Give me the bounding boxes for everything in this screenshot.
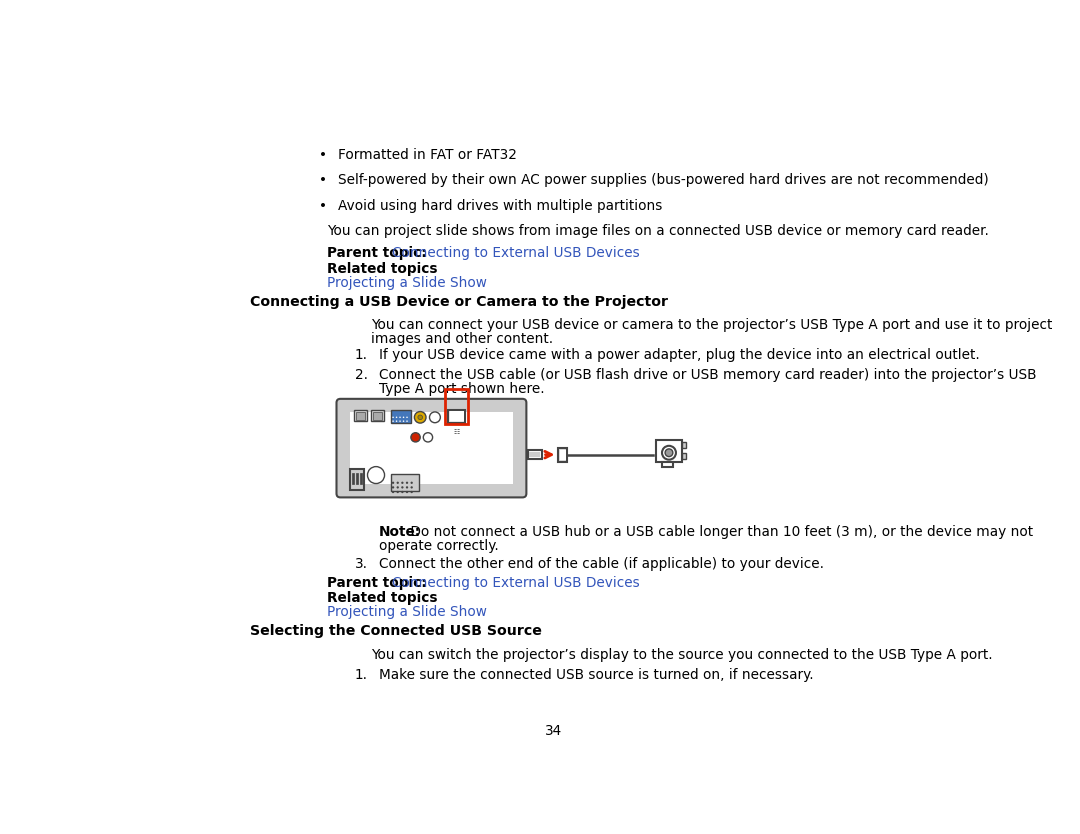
- Text: images and other content.: images and other content.: [372, 332, 554, 346]
- Bar: [372, 410, 383, 421]
- Bar: [662, 462, 673, 467]
- Text: Formatted in FAT or FAT32: Formatted in FAT or FAT32: [338, 148, 517, 162]
- Text: 1.: 1.: [354, 348, 367, 362]
- Text: 1.: 1.: [354, 667, 367, 681]
- Text: You can project slide shows from image files on a connected USB device or memory: You can project slide shows from image f…: [327, 224, 989, 238]
- Text: Parent topic:: Parent topic:: [327, 245, 427, 259]
- Bar: [528, 450, 542, 459]
- Circle shape: [418, 415, 422, 420]
- Text: Projecting a Slide Show: Projecting a Slide Show: [327, 605, 487, 619]
- Text: ☷: ☷: [454, 429, 460, 435]
- Circle shape: [401, 486, 404, 489]
- Text: 34: 34: [545, 724, 562, 738]
- Bar: [445, 389, 469, 425]
- Bar: [529, 452, 540, 457]
- Bar: [352, 473, 354, 484]
- Bar: [354, 410, 367, 421]
- Bar: [360, 473, 362, 484]
- Bar: [391, 409, 410, 423]
- Text: 2.: 2.: [354, 368, 367, 382]
- Text: Self-powered by their own AC power supplies (bus-powered hard drives are not rec: Self-powered by their own AC power suppl…: [338, 173, 989, 187]
- Bar: [683, 453, 686, 459]
- Circle shape: [406, 486, 408, 489]
- Text: Connecting to External USB Devices: Connecting to External USB Devices: [392, 576, 639, 590]
- Circle shape: [396, 486, 399, 489]
- Bar: [558, 448, 567, 462]
- Bar: [350, 469, 364, 490]
- Text: Parent topic:: Parent topic:: [327, 576, 427, 590]
- Circle shape: [415, 411, 426, 423]
- Circle shape: [400, 420, 401, 422]
- Circle shape: [403, 420, 404, 422]
- Text: Note:: Note:: [379, 525, 421, 539]
- Circle shape: [406, 481, 408, 484]
- Text: Avoid using hard drives with multiple partitions: Avoid using hard drives with multiple pa…: [338, 198, 662, 213]
- Text: 3.: 3.: [354, 557, 367, 571]
- Text: •: •: [320, 173, 327, 187]
- Text: Related topics: Related topics: [327, 591, 437, 605]
- Circle shape: [410, 481, 413, 484]
- Text: If your USB device came with a power adapter, plug the device into an electrical: If your USB device came with a power ada…: [379, 348, 980, 362]
- Circle shape: [406, 416, 408, 418]
- Text: Make sure the connected USB source is turned on, if necessary.: Make sure the connected USB source is tu…: [379, 667, 813, 681]
- Bar: [683, 442, 686, 448]
- Circle shape: [401, 481, 404, 484]
- Circle shape: [410, 491, 413, 493]
- Bar: [391, 475, 419, 491]
- Circle shape: [423, 433, 433, 442]
- Text: Connect the other end of the cable (if applicable) to your device.: Connect the other end of the cable (if a…: [379, 557, 824, 571]
- Circle shape: [396, 481, 399, 484]
- Bar: [373, 412, 382, 420]
- Text: Connecting a USB Device or Camera to the Projector: Connecting a USB Device or Camera to the…: [249, 295, 667, 309]
- Circle shape: [395, 420, 397, 422]
- Text: Connecting to External USB Devices: Connecting to External USB Devices: [392, 245, 639, 259]
- Text: Projecting a Slide Show: Projecting a Slide Show: [327, 276, 487, 289]
- Circle shape: [400, 416, 401, 418]
- Circle shape: [406, 491, 408, 493]
- Circle shape: [367, 466, 384, 484]
- Circle shape: [410, 486, 413, 489]
- Circle shape: [430, 412, 441, 423]
- Text: Connect the USB cable (or USB flash drive or USB memory card reader) into the pr: Connect the USB cable (or USB flash driv…: [379, 368, 1037, 382]
- Bar: [559, 450, 566, 460]
- Circle shape: [392, 486, 394, 489]
- Circle shape: [392, 416, 394, 418]
- FancyBboxPatch shape: [337, 399, 526, 497]
- Text: operate correctly.: operate correctly.: [379, 539, 499, 553]
- Circle shape: [392, 491, 394, 493]
- Bar: [356, 473, 357, 484]
- Circle shape: [410, 433, 420, 442]
- Circle shape: [662, 446, 676, 460]
- Circle shape: [392, 420, 394, 422]
- Text: Selecting the Connected USB Source: Selecting the Connected USB Source: [249, 625, 541, 639]
- Text: •: •: [320, 198, 327, 213]
- Text: Related topics: Related topics: [327, 262, 437, 276]
- Circle shape: [403, 416, 404, 418]
- Text: You can switch the projector’s display to the source you connected to the USB Ty: You can switch the projector’s display t…: [372, 647, 993, 661]
- Bar: [448, 409, 465, 423]
- Bar: [656, 440, 683, 462]
- Bar: [449, 411, 463, 421]
- Text: Do not connect a USB hub or a USB cable longer than 10 feet (3 m), or the device: Do not connect a USB hub or a USB cable …: [406, 525, 1034, 539]
- Text: •: •: [320, 148, 327, 162]
- Bar: [350, 412, 513, 485]
- Text: You can connect your USB device or camera to the projector’s USB Type A port and: You can connect your USB device or camer…: [372, 318, 1053, 332]
- Circle shape: [396, 491, 399, 493]
- Circle shape: [395, 416, 397, 418]
- Text: Type A port shown here.: Type A port shown here.: [379, 382, 544, 396]
- Bar: [356, 412, 365, 420]
- Circle shape: [665, 449, 673, 456]
- Circle shape: [401, 491, 404, 493]
- Circle shape: [392, 481, 394, 484]
- Circle shape: [406, 420, 408, 422]
